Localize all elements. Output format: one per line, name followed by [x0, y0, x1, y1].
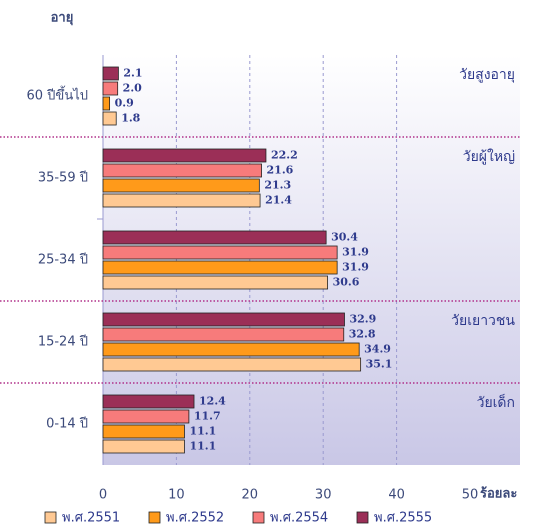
annotation: วัยผู้ใหญ่ [463, 148, 515, 165]
x-tick-label: 40 [388, 488, 405, 503]
y-tick-label: 0-14 ปี [46, 416, 88, 432]
y-tick-label: 35-59 ปี [38, 170, 88, 186]
annotation: วัยสูงอายุ [459, 67, 515, 83]
bar [102, 275, 329, 290]
bar [102, 148, 267, 163]
legend-swatch [148, 511, 161, 524]
data-label: 21.4 [265, 194, 292, 207]
bar [102, 111, 117, 126]
bar [102, 357, 362, 372]
data-label: 21.3 [264, 179, 291, 192]
data-label: 2.0 [123, 82, 142, 95]
legend-label: พ.ศ.2551 [62, 511, 120, 526]
x-tick-label: 0 [99, 488, 107, 503]
bar [102, 327, 345, 342]
bar [102, 245, 338, 260]
legend-label: พ.ศ.2554 [270, 511, 328, 526]
x-tick-label: 50 [462, 488, 479, 503]
data-label: 31.9 [342, 261, 369, 274]
y-tick-label: 25-34 ปี [38, 252, 88, 268]
bar [102, 178, 260, 193]
legend-swatch [44, 511, 57, 524]
bar [102, 96, 111, 111]
data-label: 2.1 [123, 67, 142, 80]
data-label: 11.1 [189, 440, 216, 453]
data-label: 21.6 [267, 164, 294, 177]
y-axis-title: อายุ [51, 11, 74, 26]
bar [102, 193, 261, 208]
data-label: 1.8 [121, 112, 140, 125]
data-label: 34.9 [364, 343, 391, 356]
x-axis-label: ร้อยละ [480, 486, 517, 502]
legend-label: พ.ศ.2552 [166, 511, 224, 526]
x-tick-label: 20 [242, 488, 259, 503]
data-label: 35.1 [366, 358, 393, 371]
x-tick-label: 30 [315, 488, 332, 503]
bar [102, 260, 338, 275]
legend-swatch [252, 511, 265, 524]
y-tick-label: 60 ปีขึ้นไป [27, 86, 89, 104]
bar [102, 409, 190, 424]
data-label: 11.1 [189, 425, 216, 438]
bar [102, 66, 119, 81]
data-label: 32.8 [349, 328, 376, 341]
data-label: 31.9 [342, 246, 369, 259]
data-label: 32.9 [349, 313, 376, 326]
data-label: 30.4 [331, 231, 358, 244]
data-label: 11.7 [194, 410, 221, 423]
legend-label: พ.ศ.2555 [374, 511, 432, 526]
data-label: 0.9 [115, 97, 134, 110]
bar [102, 439, 185, 454]
bar [102, 312, 345, 327]
bar [102, 342, 360, 357]
annotation: วัยเด็ก [477, 393, 515, 411]
legend-swatch [356, 511, 369, 524]
data-label: 22.2 [271, 149, 298, 162]
bar [102, 424, 185, 439]
bar [102, 163, 262, 178]
annotation: วัยเยาวชน [451, 313, 515, 329]
data-label: 30.6 [333, 276, 360, 289]
bar [102, 230, 327, 245]
data-label: 12.4 [199, 395, 226, 408]
x-tick-label: 10 [168, 488, 185, 503]
bar [102, 81, 119, 96]
bar [102, 394, 195, 409]
y-tick-label: 15-24 ปี [38, 334, 88, 350]
